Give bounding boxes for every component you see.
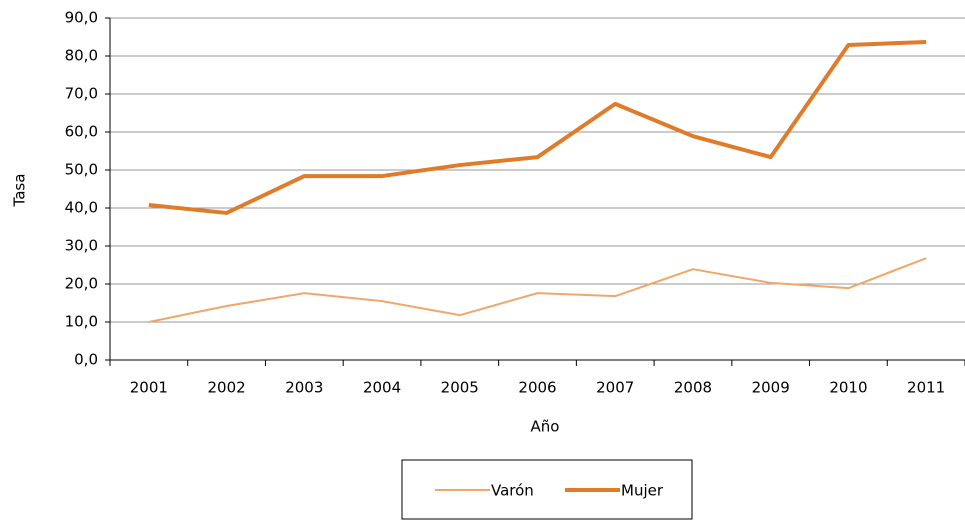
x-tick-label: 2001	[130, 379, 168, 397]
x-axis-label: Año	[531, 418, 560, 436]
y-tick-label: 20,0	[65, 275, 98, 293]
x-tick-label: 2004	[363, 379, 401, 397]
legend-label: Mujer	[621, 482, 664, 500]
x-tick-label: 2011	[907, 379, 945, 397]
y-tick-label: 0,0	[74, 351, 98, 369]
x-tick-label: 2003	[285, 379, 323, 397]
x-tick-label: 2008	[674, 379, 712, 397]
y-tick-label: 10,0	[65, 313, 98, 331]
y-tick-label: 60,0	[65, 123, 98, 141]
series-line	[148, 257, 927, 323]
x-tick-label: 2010	[829, 379, 867, 397]
y-tick-label: 40,0	[65, 199, 98, 217]
x-tick-label: 2009	[752, 379, 790, 397]
x-tick-label: 2005	[441, 379, 479, 397]
legend-label: Varón	[491, 482, 534, 500]
x-tick-label: 2007	[596, 379, 634, 397]
x-tick-label: 2006	[518, 379, 556, 397]
y-tick-label: 30,0	[65, 237, 98, 255]
y-tick-label: 80,0	[65, 47, 98, 65]
y-tick-label: 50,0	[65, 161, 98, 179]
y-tick-label: 70,0	[65, 85, 98, 103]
y-tick-label: 90,0	[65, 9, 98, 27]
y-axis-label: Tasa	[11, 174, 29, 208]
series-line	[148, 39, 927, 215]
x-tick-label: 2002	[207, 379, 245, 397]
